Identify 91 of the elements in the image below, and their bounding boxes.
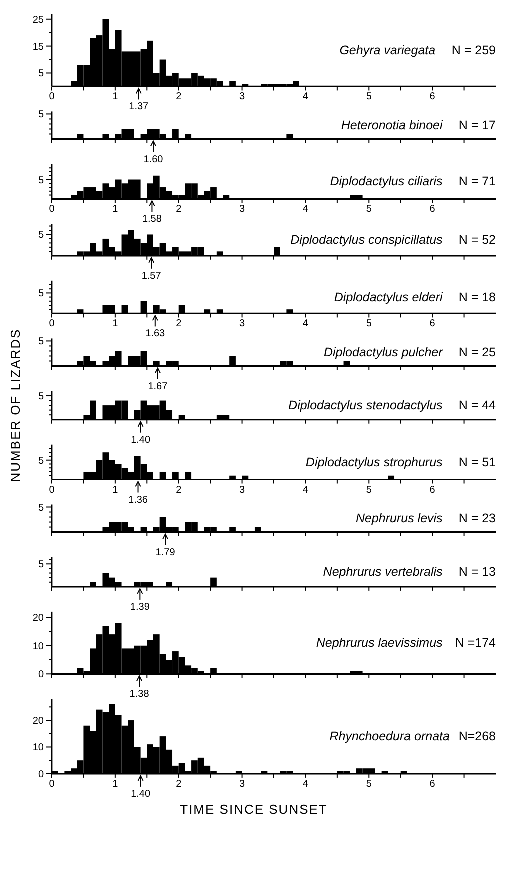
x-tick-label: 4 (302, 778, 309, 790)
x-tick-label: 5 (366, 318, 372, 330)
x-tick-label: 5 (366, 484, 372, 496)
x-tick-label: 3 (240, 484, 246, 496)
x-tick-label: 4 (302, 484, 309, 496)
x-tick-label: 6 (430, 318, 436, 330)
annotation: 1.57 (142, 270, 162, 282)
y-tick-label: 5 (38, 288, 44, 300)
x-tick-label: 2 (176, 318, 182, 330)
text: N = 51 (458, 455, 496, 470)
x-tick-label: 3 (240, 204, 246, 216)
annotation: 1.67 (148, 381, 168, 392)
x-tick-label: 3 (240, 318, 246, 330)
x-tick-label: 1 (112, 204, 119, 216)
x-tick-label: 2 (176, 484, 182, 496)
x-tick-label: 3 (240, 778, 246, 790)
y-tick-label: 10 (32, 742, 44, 754)
x-tick-label: 1 (112, 318, 119, 330)
text: N = 44 (458, 398, 496, 413)
y-tick-label: 5 (38, 230, 44, 242)
annotation: 1.60 (144, 154, 164, 166)
annotation: 1.39 (130, 602, 150, 613)
y-tick-label: 5 (38, 560, 44, 571)
text: Diplodactylus pulcher (324, 345, 444, 360)
x-tick-label: 2 (176, 204, 182, 216)
text: N = 259 (452, 43, 496, 58)
annotation: 1.63 (146, 328, 166, 340)
y-tick-label: 25 (32, 14, 44, 26)
y-tick-label: 5 (38, 175, 44, 186)
y-tick-label: 20 (32, 613, 44, 624)
text: Nephrurus levis (356, 512, 443, 526)
y-tick-label: 5 (38, 336, 44, 348)
x-tick-label: 6 (430, 484, 436, 496)
x-tick-label: 1 (112, 484, 119, 496)
text: N = 17 (458, 118, 496, 132)
x-tick-label: 4 (302, 92, 309, 103)
x-tick-label: 0 (49, 778, 56, 790)
annotation: 1.38 (130, 689, 150, 700)
x-tick-label: 0 (49, 318, 56, 330)
text: N = 71 (458, 174, 496, 189)
text: Heteronotia binoei (341, 118, 444, 132)
y-tick-label: 20 (32, 716, 44, 728)
y-tick-label: 5 (38, 392, 44, 403)
x-tick-label: 6 (430, 204, 436, 216)
text: N=268 (458, 730, 496, 744)
y-tick-label: 5 (38, 456, 44, 467)
y-tick-label: 0 (38, 769, 44, 780)
text: N = 23 (458, 512, 496, 526)
x-tick-label: 1 (112, 92, 119, 103)
y-tick-label: 10 (32, 641, 44, 652)
y-tick-label: 5 (38, 110, 44, 121)
y-axis-title: NUMBER OF LIZARDS (8, 328, 23, 482)
x-tick-label: 4 (302, 318, 309, 330)
text: Diplodactylus stenodactylus (288, 398, 443, 413)
text: N = 18 (458, 290, 496, 304)
x-tick-label: 5 (366, 204, 372, 216)
text: N =174 (455, 636, 496, 650)
text: Diplodactylus conspicillatus (290, 233, 443, 248)
x-tick-label: 5 (366, 92, 372, 103)
text: Nephrurus laevissimus (316, 636, 443, 650)
x-tick-label: 4 (302, 204, 309, 216)
text: Diplodactylus elderi (334, 290, 444, 304)
x-tick-label: 6 (430, 92, 436, 103)
text: Gehyra variegata (340, 43, 436, 58)
text: Diplodactylus strophurus (306, 455, 443, 470)
text: Nephrurus vertebralis (323, 565, 443, 580)
x-tick-label: 3 (240, 92, 246, 103)
y-tick-label: 15 (32, 42, 44, 53)
x-axis-title: TIME SINCE SUNSET (180, 802, 328, 817)
text: Rhynchoedura ornata (330, 730, 450, 744)
text: N = 25 (458, 345, 496, 360)
x-tick-label: 0 (49, 92, 56, 103)
text: N = 13 (458, 565, 496, 580)
annotation: 1.58 (142, 214, 162, 226)
x-tick-label: 2 (176, 92, 182, 103)
y-tick-label: 5 (38, 502, 44, 514)
x-tick-label: 0 (49, 484, 56, 496)
x-tick-label: 5 (366, 778, 372, 790)
text: Diplodactylus ciliaris (330, 174, 443, 189)
x-tick-label: 0 (49, 204, 56, 216)
text: N = 52 (458, 233, 496, 248)
x-tick-label: 6 (430, 778, 436, 790)
y-tick-label: 0 (38, 670, 44, 681)
y-tick-label: 5 (38, 68, 44, 80)
annotation: 1.37 (129, 102, 150, 113)
annotation: 1.40 (131, 434, 151, 446)
x-tick-label: 2 (176, 778, 182, 790)
annotation: 1.40 (131, 788, 151, 800)
annotation: 1.36 (128, 494, 148, 506)
annotation: 1.79 (156, 547, 176, 558)
x-tick-label: 1 (112, 778, 119, 790)
